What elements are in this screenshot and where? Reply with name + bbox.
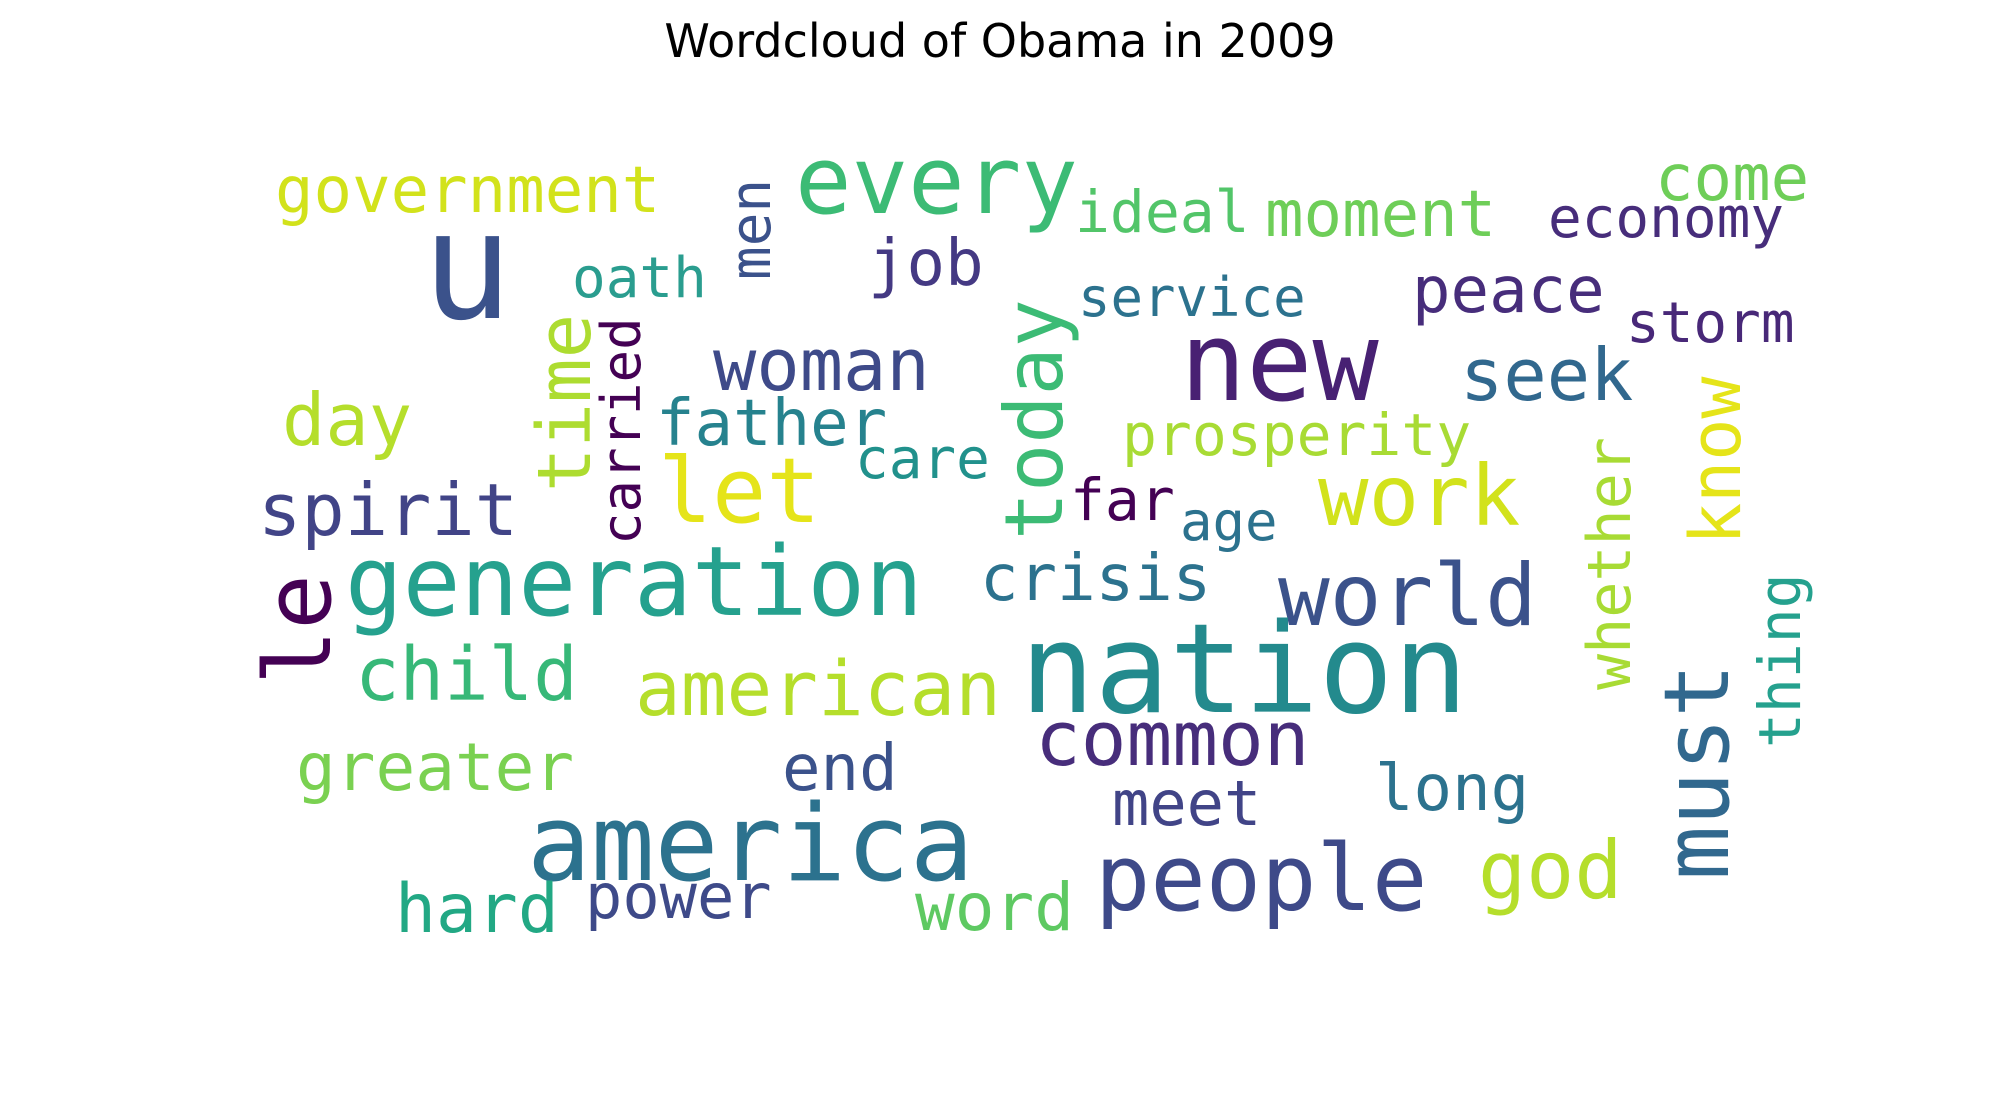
word-seek: seek: [1460, 333, 1633, 417]
word-spirit: spirit: [258, 468, 518, 552]
word-whether: whether: [1575, 437, 1645, 690]
word-every: every: [795, 127, 1078, 236]
word-day: day: [282, 378, 412, 462]
word-american: american: [635, 644, 1001, 733]
word-care: care: [855, 427, 990, 492]
word-word: word: [915, 869, 1074, 946]
word-america: america: [527, 782, 974, 905]
word-new: new: [1180, 298, 1379, 426]
word-peace: peace: [1412, 254, 1605, 328]
word-long: long: [1375, 752, 1529, 826]
word-let: let: [658, 439, 821, 544]
word-work: work: [1318, 447, 1520, 545]
word-prosperity: prosperity: [1122, 401, 1471, 469]
word-father: father: [656, 387, 887, 461]
word-u: u: [422, 180, 512, 354]
word-far: far: [1070, 466, 1175, 534]
word-economy: economy: [1548, 186, 1784, 251]
word-ideal: ideal: [1075, 178, 1250, 246]
word-time: time: [522, 314, 608, 492]
word-meet: meet: [1112, 767, 1261, 840]
word-greater: greater: [296, 729, 574, 806]
word-end: end: [782, 732, 898, 806]
word-hard: hard: [395, 870, 559, 949]
word-must: must: [1645, 663, 1750, 880]
word-thing: thing: [1746, 573, 1814, 748]
word-today: today: [988, 299, 1081, 540]
word-age: age: [1180, 490, 1278, 553]
word-know: know: [1675, 376, 1757, 545]
word-crisis: crisis: [980, 542, 1211, 616]
word-common: common: [1035, 694, 1310, 783]
word-men: men: [719, 179, 784, 280]
word-people: people: [1095, 825, 1427, 932]
word-le: le: [245, 574, 352, 685]
word-government: government: [275, 154, 660, 228]
word-come: come: [1655, 142, 1809, 216]
word-oath: oath: [572, 246, 707, 311]
word-moment: moment: [1265, 178, 1496, 252]
word-storm: storm: [1626, 291, 1795, 356]
word-god: god: [1478, 824, 1623, 917]
word-power: power: [585, 860, 772, 933]
word-generation: generation: [345, 526, 923, 638]
word-child: child: [355, 632, 578, 718]
word-world: world: [1278, 546, 1537, 646]
word-woman: woman: [713, 323, 930, 407]
word-job: job: [868, 227, 984, 301]
chart-title: Wordcloud of Obama in 2009: [664, 14, 1336, 68]
word-carried: carried: [590, 317, 653, 545]
word-nation: nation: [1020, 598, 1468, 742]
word-service: service: [1078, 266, 1306, 329]
